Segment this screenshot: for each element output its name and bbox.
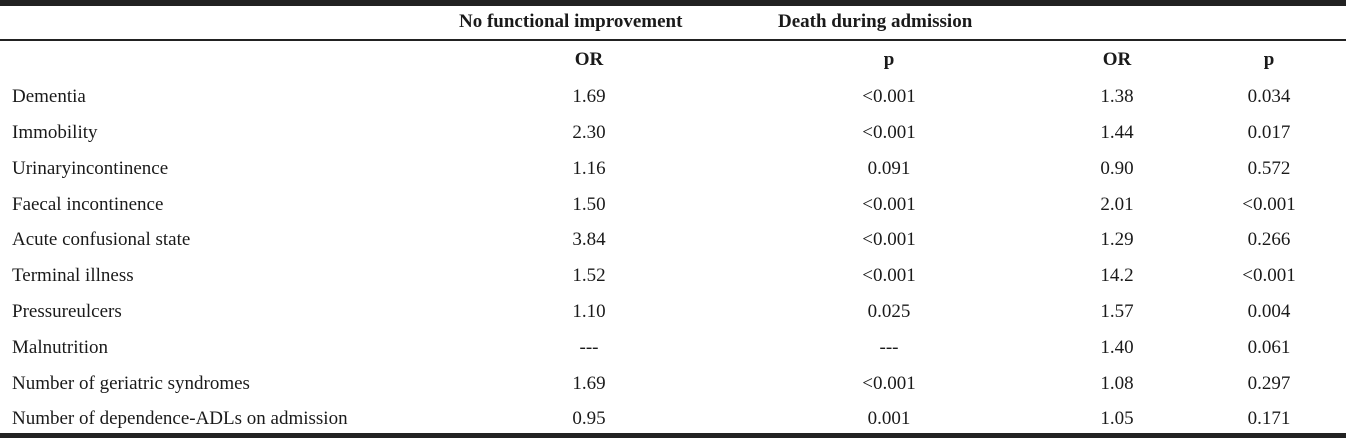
table-row: Number of dependence-ADLs on admission 0… [0, 401, 1346, 437]
or-functional: 1.69 [572, 373, 606, 394]
p-functional: 0.091 [867, 158, 911, 179]
group-header-functional: No functional improvement [459, 11, 683, 32]
table-row: Pressureulcers 1.10 0.025 1.57 0.004 [0, 294, 1346, 330]
or-death: 1.44 [1100, 122, 1134, 143]
or-functional: --- [579, 337, 599, 358]
row-label: Acute confusional state [12, 229, 191, 250]
table-bottom-rule [0, 433, 1346, 438]
p-functional: <0.001 [862, 265, 916, 286]
subheader-p-2: p [1263, 49, 1275, 70]
subheader-or-1: OR [574, 49, 604, 70]
table-row: Number of geriatric syndromes 1.69 <0.00… [0, 366, 1346, 402]
or-functional: 1.52 [572, 265, 606, 286]
row-label: Malnutrition [12, 337, 109, 358]
p-death: 0.034 [1247, 86, 1291, 107]
p-functional: <0.001 [862, 229, 916, 250]
row-label: Faecal incontinence [12, 194, 164, 215]
table-row: Terminal illness 1.52 <0.001 14.2 <0.001 [0, 258, 1346, 294]
or-death: 1.57 [1100, 301, 1134, 322]
row-label: Dementia [12, 86, 86, 107]
p-death: 0.061 [1247, 337, 1291, 358]
p-functional: --- [879, 337, 899, 358]
or-death: 1.05 [1100, 408, 1134, 429]
row-label: Pressureulcers [12, 301, 122, 322]
table-row: Urinaryincontinence 1.16 0.091 0.90 0.57… [0, 151, 1346, 187]
p-death: 0.266 [1247, 229, 1291, 250]
or-death: 1.29 [1100, 229, 1134, 250]
row-label: Immobility [12, 122, 98, 143]
or-death: 1.08 [1100, 373, 1134, 394]
row-label: Number of dependence-ADLs on admission [12, 408, 348, 429]
row-label: Terminal illness [12, 265, 134, 286]
or-death: 2.01 [1100, 194, 1134, 215]
table-top-rule [0, 0, 1346, 6]
table-row: Faecal incontinence 1.50 <0.001 2.01 <0.… [0, 187, 1346, 223]
or-death: 1.38 [1100, 86, 1134, 107]
table-row: Malnutrition --- --- 1.40 0.061 [0, 330, 1346, 366]
p-death: 0.297 [1247, 373, 1291, 394]
or-functional: 1.69 [572, 86, 606, 107]
or-death: 1.40 [1100, 337, 1134, 358]
or-functional: 1.50 [572, 194, 606, 215]
subheader-or-2: OR [1102, 49, 1132, 70]
p-death: 0.572 [1247, 158, 1291, 179]
p-functional: 0.001 [867, 408, 911, 429]
p-death: 0.017 [1247, 122, 1291, 143]
row-label: Urinaryincontinence [12, 158, 169, 179]
table-row: Acute confusional state 3.84 <0.001 1.29… [0, 222, 1346, 258]
or-functional: 1.10 [572, 301, 606, 322]
p-death: <0.001 [1242, 265, 1296, 286]
p-functional: <0.001 [862, 194, 916, 215]
or-functional: 0.95 [572, 408, 606, 429]
or-functional: 2.30 [572, 122, 606, 143]
p-functional: <0.001 [862, 373, 916, 394]
p-death: 0.171 [1247, 408, 1291, 429]
header-rule [0, 39, 1346, 41]
table-row: Immobility 2.30 <0.001 1.44 0.017 [0, 115, 1346, 151]
or-death: 14.2 [1100, 265, 1134, 286]
p-death: 0.004 [1247, 301, 1291, 322]
or-death: 0.90 [1100, 158, 1134, 179]
p-functional: <0.001 [862, 122, 916, 143]
p-death: <0.001 [1242, 194, 1296, 215]
p-functional: 0.025 [867, 301, 911, 322]
group-header-death: Death during admission [778, 11, 973, 32]
subheader-p-1: p [883, 49, 895, 70]
p-functional: <0.001 [862, 86, 916, 107]
row-label: Number of geriatric syndromes [12, 373, 250, 394]
table-row: Dementia 1.69 <0.001 1.38 0.034 [0, 79, 1346, 115]
or-functional: 1.16 [572, 158, 606, 179]
or-functional: 3.84 [572, 229, 606, 250]
